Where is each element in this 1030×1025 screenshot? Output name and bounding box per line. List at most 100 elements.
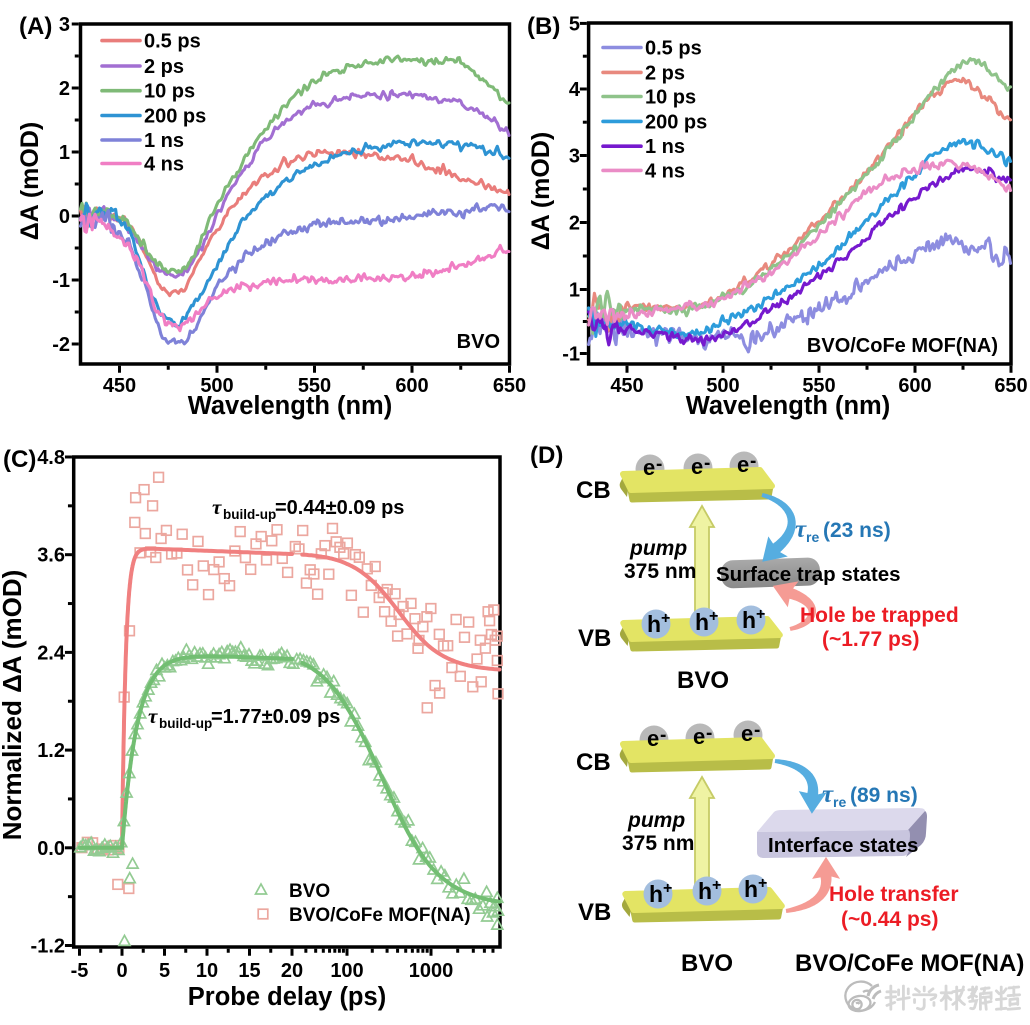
svg-text:h: h	[742, 607, 756, 633]
svg-text:(~1.77 ps): (~1.77 ps)	[822, 628, 919, 651]
svg-text:(A): (A)	[19, 13, 52, 40]
svg-text:1 ns: 1 ns	[645, 136, 685, 158]
svg-text:pump: pump	[629, 537, 687, 560]
svg-text:-: -	[750, 451, 756, 472]
svg-text:10 ps: 10 ps	[645, 87, 696, 109]
svg-text:500: 500	[706, 375, 739, 397]
svg-text:2: 2	[59, 78, 70, 100]
svg-text:BVO: BVO	[681, 950, 733, 977]
svg-text:h: h	[744, 876, 758, 902]
svg-text:Hole be trapped: Hole be trapped	[800, 604, 959, 627]
svg-text:+: +	[756, 606, 765, 623]
svg-text:build-up: build-up	[159, 716, 212, 731]
svg-text:(C): (C)	[3, 446, 36, 473]
svg-text:100: 100	[330, 960, 363, 982]
svg-text:2 ps: 2 ps	[144, 56, 184, 78]
svg-text:e: e	[647, 726, 659, 751]
svg-text:CB: CB	[576, 749, 611, 776]
svg-text:+: +	[709, 608, 718, 625]
svg-text:3: 3	[569, 146, 580, 168]
svg-text:Probe delay (ps): Probe delay (ps)	[188, 983, 386, 1011]
svg-text:e: e	[737, 452, 749, 477]
svg-text:Hole transfer: Hole transfer	[829, 883, 959, 906]
svg-text:450: 450	[103, 375, 136, 397]
svg-text:2: 2	[569, 213, 580, 235]
svg-text:600: 600	[898, 375, 931, 397]
svg-text:BVO/CoFe MOF(NA): BVO/CoFe MOF(NA)	[795, 950, 1024, 977]
svg-text:h: h	[649, 881, 663, 907]
svg-text:BVO/CoFe MOF(NA): BVO/CoFe MOF(NA)	[289, 905, 471, 926]
svg-text:build-up: build-up	[223, 507, 276, 522]
svg-text:-1: -1	[562, 344, 580, 366]
svg-text:τ: τ	[795, 516, 807, 543]
svg-text:e: e	[693, 724, 705, 749]
svg-text:4 ns: 4 ns	[645, 160, 685, 182]
svg-text:Normalized ΔA (mOD): Normalized ΔA (mOD)	[0, 570, 27, 841]
svg-text:450: 450	[610, 375, 643, 397]
svg-text:Surface trap states: Surface trap states	[716, 563, 901, 586]
svg-text:=0.44±0.09 ps: =0.44±0.09 ps	[275, 497, 404, 519]
svg-text:+: +	[712, 877, 721, 894]
svg-text:3: 3	[59, 14, 70, 36]
svg-text:1: 1	[569, 280, 580, 302]
svg-text:-1.2: -1.2	[31, 936, 65, 958]
svg-text:(89 ns): (89 ns)	[850, 784, 918, 807]
svg-text:e: e	[741, 721, 753, 746]
svg-text:-2: -2	[52, 334, 70, 356]
svg-text:τ: τ	[148, 704, 158, 728]
svg-text:+: +	[663, 880, 672, 897]
svg-text:1 ns: 1 ns	[144, 130, 184, 152]
svg-text:BVO: BVO	[289, 881, 330, 902]
svg-text:3.6: 3.6	[37, 545, 65, 567]
svg-text:10: 10	[196, 960, 218, 982]
svg-text:h: h	[647, 611, 661, 637]
svg-text:τ: τ	[822, 781, 834, 808]
svg-text:h: h	[698, 878, 712, 904]
svg-text:-: -	[660, 725, 666, 746]
svg-text:+: +	[661, 610, 670, 627]
svg-text:4.8: 4.8	[37, 447, 65, 469]
svg-text:4 ns: 4 ns	[144, 154, 184, 176]
svg-text:550: 550	[802, 375, 835, 397]
svg-text:375 nm: 375 nm	[622, 832, 694, 855]
svg-text:1000: 1000	[409, 960, 454, 982]
svg-text:ΔA (mOD): ΔA (mOD)	[527, 132, 555, 250]
svg-text:20: 20	[281, 960, 303, 982]
svg-text:Wavelength (nm): Wavelength (nm)	[686, 392, 890, 420]
svg-text:4: 4	[569, 79, 581, 101]
svg-text:BVO: BVO	[457, 331, 500, 353]
svg-text:-: -	[656, 454, 662, 475]
svg-text:-1: -1	[52, 270, 70, 292]
svg-text:re: re	[806, 529, 819, 545]
svg-text:5: 5	[159, 960, 170, 982]
svg-text:0.5 ps: 0.5 ps	[645, 38, 702, 60]
svg-text:e: e	[643, 455, 655, 480]
svg-text:5: 5	[569, 13, 580, 35]
svg-text:(B): (B)	[527, 13, 560, 40]
svg-text:375 nm: 375 nm	[624, 560, 696, 583]
svg-text:10 ps: 10 ps	[144, 81, 195, 103]
svg-text:550: 550	[298, 375, 331, 397]
svg-text:650: 650	[994, 375, 1027, 397]
svg-text:(D): (D)	[530, 442, 563, 469]
svg-text:VB: VB	[578, 899, 611, 926]
svg-text:=1.77±0.09 ps: =1.77±0.09 ps	[211, 706, 340, 728]
svg-text:200 ps: 200 ps	[645, 111, 707, 133]
svg-text:2 ps: 2 ps	[645, 62, 685, 84]
svg-text:0: 0	[116, 960, 127, 982]
svg-text:600: 600	[395, 375, 428, 397]
svg-text:+: +	[758, 875, 767, 892]
svg-text:CB: CB	[576, 477, 611, 504]
svg-text:Wavelength (nm): Wavelength (nm)	[188, 392, 392, 420]
svg-text:-: -	[706, 723, 712, 744]
svg-text:τ: τ	[212, 495, 222, 519]
svg-text:Interface states: Interface states	[768, 834, 918, 857]
svg-text:-: -	[704, 453, 710, 474]
svg-text:e: e	[691, 454, 703, 479]
svg-text:-5: -5	[71, 960, 89, 982]
svg-text:15: 15	[238, 960, 260, 982]
svg-text:0: 0	[59, 206, 70, 228]
svg-text:(23 ns): (23 ns)	[823, 519, 891, 542]
svg-text:650: 650	[493, 375, 526, 397]
svg-text:VB: VB	[578, 625, 611, 652]
